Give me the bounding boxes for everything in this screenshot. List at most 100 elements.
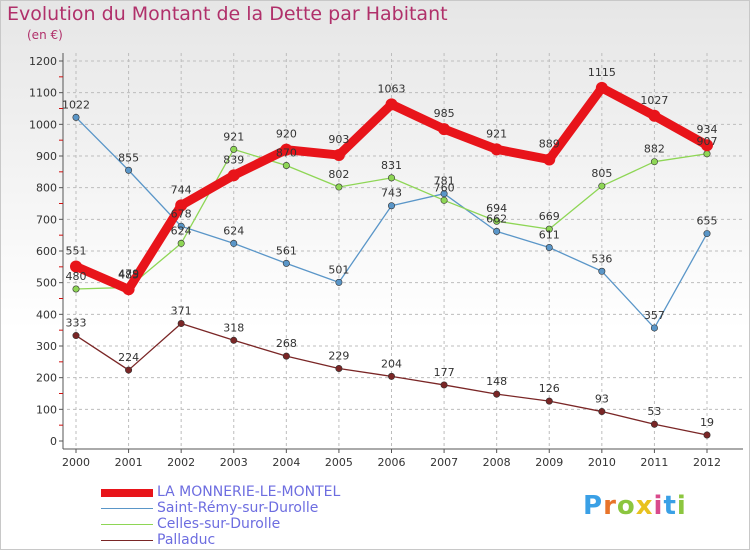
x-tick-label: 2008 (483, 456, 511, 469)
proxiti-logo: Proxiti (583, 491, 687, 521)
y-tick-label: 1000 (29, 118, 57, 131)
data-point (598, 182, 606, 190)
data-label: 903 (328, 133, 349, 146)
data-point (493, 217, 501, 225)
data-point (282, 259, 290, 267)
data-point (648, 109, 661, 122)
data-label: 882 (644, 143, 665, 156)
y-tick-label: 500 (36, 277, 57, 290)
data-label: 985 (434, 107, 455, 120)
y-tick-label: 400 (36, 308, 57, 321)
data-label: 662 (486, 212, 507, 225)
data-label: 855 (118, 151, 139, 164)
data-point (703, 431, 711, 439)
data-label: 831 (381, 159, 402, 172)
data-label: 678 (171, 207, 192, 220)
data-point (701, 139, 713, 152)
data-label: 839 (223, 153, 244, 166)
data-label: 669 (539, 210, 560, 223)
data-label: 177 (434, 366, 455, 379)
data-point (650, 324, 658, 332)
data-point (230, 336, 238, 344)
data-point (230, 239, 238, 247)
data-label: 802 (328, 168, 349, 181)
data-point (545, 225, 553, 233)
data-label: 536 (591, 252, 612, 265)
data-label: 1115 (588, 66, 616, 79)
data-point (280, 143, 293, 156)
y-tick-label: 100 (36, 403, 57, 416)
logo-letter: o (616, 491, 636, 521)
data-label: 624 (223, 224, 244, 237)
data-label: 229 (328, 349, 349, 362)
data-point (125, 366, 133, 374)
y-tick-label: 900 (36, 150, 57, 163)
data-point (335, 364, 343, 372)
data-label: 318 (223, 321, 244, 334)
legend-swatch (101, 508, 153, 509)
data-label: 655 (697, 215, 718, 228)
data-label: 268 (276, 337, 297, 350)
data-label: 920 (276, 128, 297, 141)
y-tick-label: 1200 (29, 55, 57, 68)
data-label: 611 (539, 229, 560, 242)
data-point (598, 408, 606, 416)
x-tick-label: 2007 (430, 456, 458, 469)
data-label: 1027 (640, 94, 668, 107)
data-label: 805 (591, 167, 612, 180)
data-label: 224 (118, 351, 139, 364)
legend-swatch (101, 540, 153, 541)
legend-swatch (101, 524, 153, 525)
y-tick-label: 800 (36, 182, 57, 195)
data-label: 501 (328, 263, 349, 276)
x-tick-label: 2006 (378, 456, 406, 469)
logo-letter: x (635, 491, 654, 521)
x-tick-label: 2005 (325, 456, 353, 469)
legend-label: Saint-Rémy-sur-Durolle (157, 500, 319, 516)
data-label: 921 (486, 127, 507, 140)
data-label: 485 (118, 268, 139, 281)
x-tick-label: 2004 (272, 456, 300, 469)
data-point (440, 196, 448, 204)
data-label: 870 (276, 147, 297, 160)
x-tick-label: 2002 (167, 456, 195, 469)
legend-swatch (101, 489, 153, 497)
legend-label: Celles-sur-Durolle (157, 516, 281, 532)
logo-letter: P (583, 491, 604, 521)
chart-subtitle: (en €) (27, 28, 63, 42)
data-label: 1063 (378, 82, 406, 95)
axes: 0 100 200 300 400 500 600 700 800 900 1000 1100 1200… (29, 53, 743, 469)
legend-label: LA MONNERIE-LE-MONTEL (157, 484, 341, 500)
data-point (177, 222, 185, 230)
data-point (545, 397, 553, 405)
data-label: 561 (276, 244, 297, 257)
data-label: 781 (434, 175, 455, 188)
logo-letter: r (603, 491, 617, 521)
data-label: 93 (595, 393, 609, 406)
data-label: 357 (644, 309, 665, 322)
data-point (122, 283, 135, 296)
data-point (650, 158, 658, 166)
x-tick-label: 2012 (693, 456, 721, 469)
legend-label: Palladuc (157, 532, 216, 548)
data-label: 889 (539, 137, 560, 150)
data-label: 480 (66, 270, 87, 283)
data-point (438, 123, 451, 136)
data-label: 371 (171, 305, 192, 318)
data-label: 744 (171, 183, 192, 196)
y-tick-label: 300 (36, 340, 57, 353)
data-label: 333 (66, 317, 87, 330)
x-tick-label: 2009 (535, 456, 563, 469)
data-point (387, 202, 395, 210)
data-point (385, 98, 398, 111)
logo-letter: i (653, 491, 664, 521)
data-label: 53 (647, 405, 661, 418)
data-point (493, 227, 501, 235)
logo-letter: t (663, 491, 677, 521)
data-point (335, 183, 343, 191)
data-labels: 1022 855 678 624 561 501 743 781 662 611 536 357 655… (62, 66, 718, 429)
data-point (598, 267, 606, 275)
y-tick-label: 700 (36, 213, 57, 226)
y-tick-label: 0 (50, 435, 57, 448)
data-point (72, 332, 80, 340)
